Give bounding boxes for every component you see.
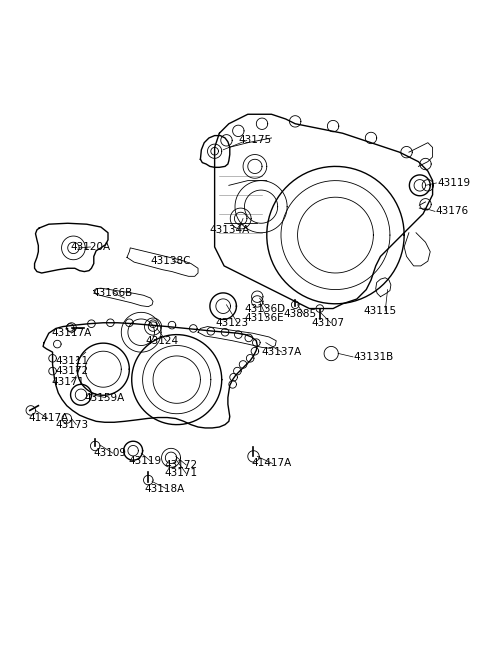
- Text: 43885: 43885: [284, 309, 317, 319]
- Text: 43175: 43175: [238, 136, 272, 145]
- Text: 43124: 43124: [146, 336, 179, 346]
- Text: 43123: 43123: [216, 318, 249, 328]
- Text: 43134A: 43134A: [210, 225, 250, 235]
- Text: 41417A: 41417A: [252, 458, 292, 468]
- Text: 43171: 43171: [165, 468, 198, 478]
- Text: 43117A: 43117A: [51, 328, 91, 338]
- Text: 43166B: 43166B: [92, 288, 132, 299]
- Text: 43171: 43171: [51, 377, 84, 387]
- Text: 43172: 43172: [165, 460, 198, 470]
- Text: 43136E: 43136E: [244, 313, 284, 323]
- Text: 43159A: 43159A: [84, 392, 125, 403]
- Text: 43107: 43107: [312, 318, 344, 328]
- Text: 43120A: 43120A: [70, 242, 110, 252]
- Text: 43176: 43176: [435, 206, 468, 216]
- Text: 43137A: 43137A: [261, 347, 301, 357]
- Text: 43111: 43111: [56, 356, 89, 365]
- Text: 43173: 43173: [56, 420, 89, 430]
- Text: 43172: 43172: [56, 366, 89, 376]
- Text: 43115: 43115: [364, 306, 397, 316]
- Text: 43131B: 43131B: [353, 352, 393, 362]
- Text: 43138C: 43138C: [151, 256, 191, 266]
- Text: 43118A: 43118A: [144, 483, 185, 494]
- Text: 41417A: 41417A: [29, 413, 69, 424]
- Text: 43119: 43119: [128, 456, 161, 466]
- Text: 43119: 43119: [437, 178, 470, 188]
- Text: 43109: 43109: [94, 448, 127, 458]
- Text: 43136D: 43136D: [244, 303, 285, 314]
